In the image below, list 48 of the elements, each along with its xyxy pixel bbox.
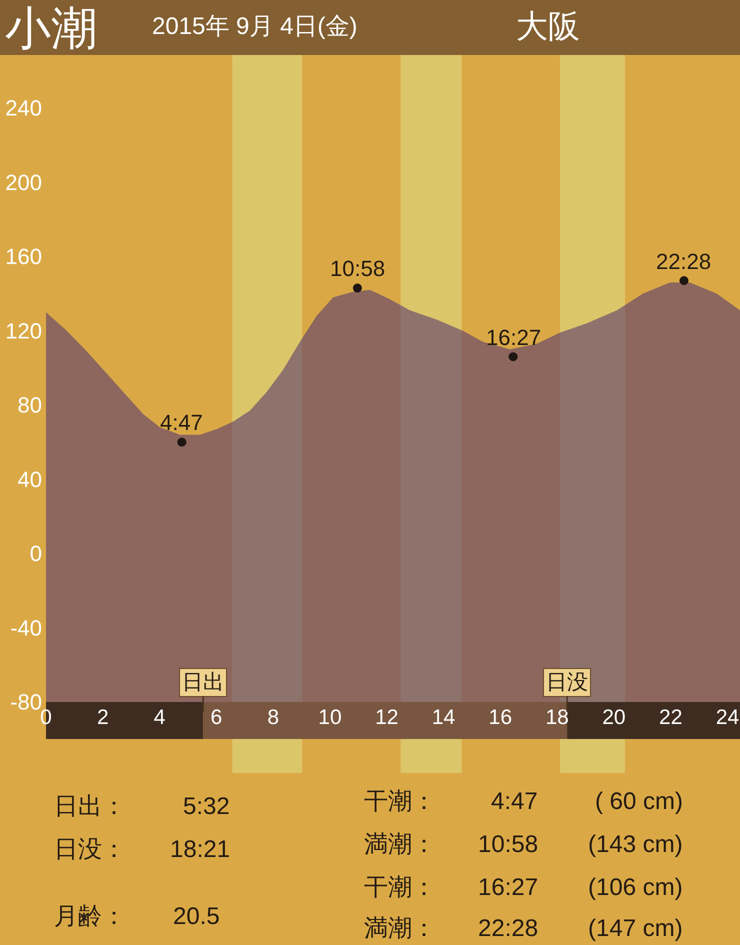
- text: 干潮：: [364, 874, 436, 901]
- y-tick-label: 240: [5, 96, 42, 121]
- x-tick-label: 4: [154, 706, 166, 729]
- annotation: 16:27: [486, 325, 542, 350]
- x-tick-label: 22: [659, 706, 682, 729]
- text: 満潮：: [364, 831, 436, 858]
- text: 5:32: [183, 793, 230, 820]
- text: 日没：: [54, 836, 126, 863]
- annotation: 10:58: [330, 256, 386, 281]
- x-tick-label: 18: [545, 706, 569, 729]
- text: 10:58: [478, 831, 538, 858]
- y-tick-label: 120: [5, 318, 42, 344]
- y-tick-label: -80: [10, 690, 42, 715]
- text: 月齢：: [54, 903, 126, 930]
- chart-title: 小潮: [5, 2, 97, 54]
- x-tick-label: 24: [716, 706, 740, 729]
- y-tick-label: 160: [5, 244, 42, 270]
- text: 大阪: [516, 8, 580, 44]
- text: 16:27: [478, 874, 538, 901]
- x-tick-label: 12: [375, 706, 398, 729]
- text: (147 cm): [588, 915, 683, 942]
- annotation: 22:28: [656, 249, 712, 274]
- x-tick-label: 6: [210, 706, 222, 729]
- text: 満潮：: [364, 915, 436, 942]
- y-tick-label: 40: [18, 466, 42, 492]
- text: 日出：: [54, 793, 126, 820]
- text: (143 cm): [588, 831, 683, 858]
- text: 18:21: [170, 836, 230, 863]
- y-tick-label: 200: [5, 170, 42, 195]
- x-tick-label: 2: [96, 706, 109, 729]
- ref-line-label: 日出: [182, 671, 224, 694]
- x-tick-label: 20: [602, 706, 626, 729]
- x-tick-label: 14: [432, 706, 456, 729]
- x-tick-label: 8: [267, 706, 280, 729]
- x-tick-label: 10: [318, 706, 342, 729]
- text: 20.5: [173, 903, 220, 930]
- y-tick-label: 0: [30, 541, 42, 566]
- text: (106 cm): [588, 874, 683, 901]
- text: 4:47: [491, 788, 538, 815]
- text: 22:28: [478, 915, 538, 942]
- text: ( 60 cm): [595, 788, 684, 815]
- annotation: 4:47: [160, 410, 203, 435]
- ref-line-label: 日没: [546, 671, 588, 694]
- chart-subtitle: 2015年 9月 4日(金): [152, 13, 358, 40]
- x-tick-label: 16: [488, 706, 512, 729]
- text: 干潮：: [364, 788, 436, 815]
- y-tick-label: -40: [10, 615, 42, 640]
- y-tick-label: 80: [18, 392, 42, 418]
